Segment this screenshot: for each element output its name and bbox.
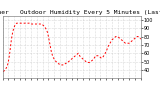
Title: Milwaukee Weather   Outdoor Humidity Every 5 Minutes (Last 24 Hours): Milwaukee Weather Outdoor Humidity Every… [0,10,160,15]
